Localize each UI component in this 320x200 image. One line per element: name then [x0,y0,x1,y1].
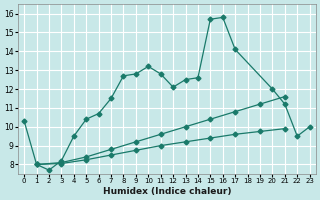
X-axis label: Humidex (Indice chaleur): Humidex (Indice chaleur) [103,187,231,196]
